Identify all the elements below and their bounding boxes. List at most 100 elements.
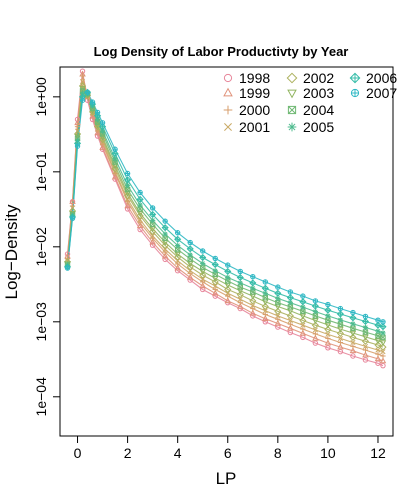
point-2006 [311, 302, 319, 310]
point-2002 [349, 333, 357, 341]
point-2005 [375, 328, 381, 334]
legend-symbol-2007 [350, 88, 360, 98]
point-2005 [187, 252, 193, 258]
point-2006 [199, 253, 207, 262]
legend-symbol-2000 [223, 105, 233, 115]
legend-symbol-1999 [223, 87, 233, 97]
point-2000 [200, 279, 206, 285]
point-2007 [337, 305, 344, 312]
x-tick-label: 0 [74, 445, 82, 461]
point-2003 [312, 318, 319, 325]
point-2005 [287, 300, 293, 306]
y-axis-label: Log−Density [2, 204, 21, 299]
curve-2002 [66, 84, 384, 348]
point-1999 [312, 334, 319, 341]
point-2007 [64, 265, 71, 271]
point-2002 [73, 130, 82, 138]
point-2001 [200, 276, 206, 282]
x-tick-label: 10 [320, 445, 336, 461]
point-2006 [261, 284, 269, 292]
point-2002 [224, 285, 232, 294]
point-2001 [362, 343, 369, 349]
point-2002 [261, 302, 269, 311]
point-2000 [350, 343, 356, 350]
point-2007 [84, 89, 91, 95]
legend-label-2003: 2003 [303, 85, 334, 101]
point-1998 [149, 242, 156, 248]
legend-symbol-2003 [287, 89, 297, 99]
legend-symbol-1998 [223, 73, 233, 83]
x-tick-label: 12 [370, 445, 386, 461]
point-2006 [274, 289, 282, 297]
x-tick-label: 6 [224, 445, 232, 461]
point-2007 [94, 109, 101, 116]
point-2000 [250, 305, 256, 312]
point-2006 [224, 267, 232, 275]
point-2005 [350, 321, 356, 327]
point-2002 [93, 123, 102, 131]
point-2007 [237, 268, 243, 275]
point-2002 [161, 241, 169, 250]
curve-2004 [66, 90, 384, 338]
point-2006 [374, 321, 382, 329]
point-2006 [299, 298, 307, 306]
point-2006 [174, 235, 182, 243]
curve-2000 [66, 75, 384, 357]
point-2007 [375, 317, 381, 323]
point-2005 [325, 313, 331, 319]
point-2007 [225, 262, 231, 268]
point-2000 [262, 311, 268, 318]
point-2007 [287, 289, 294, 295]
point-1999 [249, 309, 257, 316]
point-1998 [200, 286, 206, 293]
point-2000 [237, 300, 243, 306]
point-2006 [236, 273, 244, 282]
point-2006 [186, 245, 194, 253]
legend-symbol-2004 [287, 105, 297, 115]
point-2001 [380, 349, 386, 355]
point-2006 [124, 176, 132, 184]
y-tick-label: 1e−04 [33, 377, 49, 417]
x-tick-label: 4 [174, 445, 182, 461]
point-1998 [250, 313, 256, 319]
point-1998 [380, 362, 386, 369]
point-1999 [136, 222, 144, 229]
point-2002 [149, 227, 157, 236]
point-1999 [224, 297, 232, 304]
point-2002 [274, 307, 282, 315]
point-2002 [361, 337, 370, 345]
point-2004 [287, 304, 294, 310]
point-1999 [362, 351, 369, 358]
point-1998 [350, 353, 356, 359]
point-2005 [124, 182, 131, 189]
point-2003 [174, 251, 181, 258]
point-2007 [149, 205, 156, 211]
point-1999 [299, 329, 307, 336]
point-2002 [236, 291, 244, 299]
curve-1998 [66, 71, 384, 367]
point-2000 [212, 286, 218, 293]
point-1999 [94, 129, 101, 136]
point-2007 [200, 248, 206, 254]
legend-label-2002: 2002 [303, 70, 334, 86]
point-2007 [380, 319, 386, 325]
legend-label-1998: 1998 [239, 70, 270, 86]
point-2003 [374, 338, 382, 345]
x-tick-label: 8 [274, 445, 282, 461]
legend-symbol-2001 [224, 123, 232, 131]
legend-label-2007: 2007 [366, 85, 397, 101]
point-2002 [199, 271, 207, 279]
point-2006 [324, 306, 332, 314]
y-tick-label: 1e−03 [33, 302, 49, 342]
point-1998 [212, 293, 218, 299]
point-2002 [111, 165, 119, 173]
point-2001 [150, 233, 156, 239]
point-2001 [187, 268, 193, 274]
point-2002 [324, 325, 332, 334]
point-2007 [362, 313, 369, 320]
point-2005 [200, 260, 206, 267]
point-2000 [79, 73, 86, 79]
point-2002 [174, 253, 182, 261]
